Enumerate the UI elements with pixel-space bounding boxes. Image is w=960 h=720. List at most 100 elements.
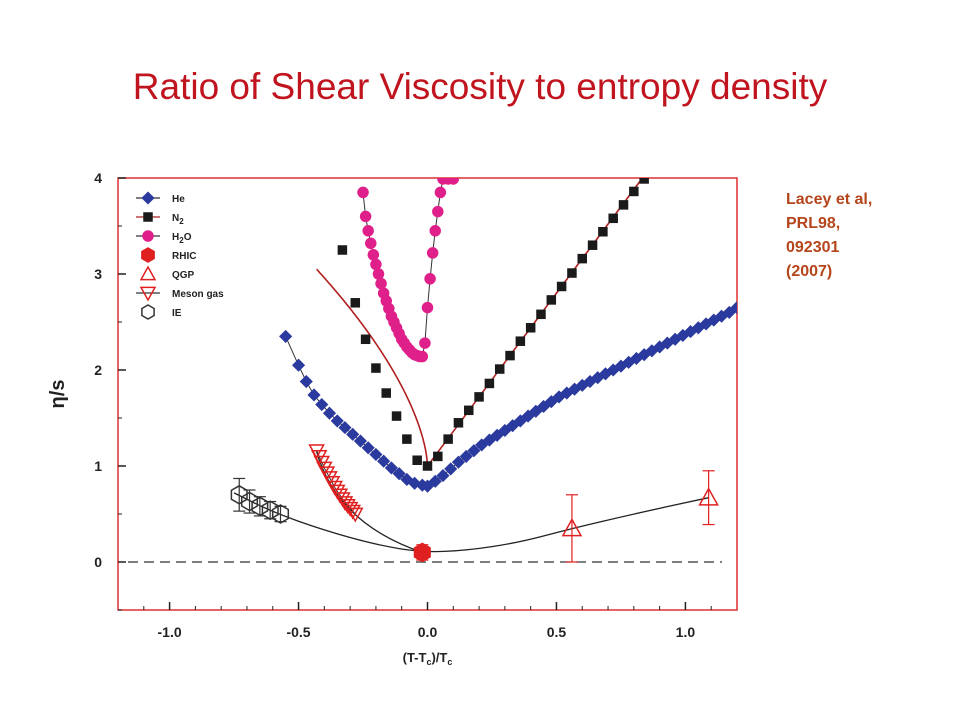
he-point [451, 455, 466, 469]
x-tick-label: 1.0 [676, 624, 696, 640]
n2-point [381, 388, 391, 398]
x-axis-label: (T-Tc)/Tc [403, 650, 453, 667]
n2-point [464, 405, 474, 416]
x-tick-label: 0.0 [418, 624, 438, 640]
he-point [392, 467, 406, 481]
n2-point [556, 281, 567, 292]
citation-note: Lacey et al, PRL98, 092301 (2007) [786, 188, 872, 284]
citation-line: (2007) [786, 263, 833, 280]
y-axis-label: η/s [47, 380, 69, 409]
n2-point [598, 227, 608, 237]
h-o-point [362, 225, 374, 237]
h-o-point [434, 186, 447, 199]
n2-point [567, 268, 577, 278]
he-point [322, 406, 337, 420]
y-tick-label: 3 [94, 266, 102, 282]
legend-label: N2 [172, 213, 184, 226]
n2-point [433, 451, 443, 462]
n2-point [577, 253, 587, 264]
n2-point [371, 363, 381, 373]
n2-point [443, 434, 453, 444]
h-o-point [424, 273, 436, 285]
he-point [730, 301, 737, 315]
he-point [346, 427, 360, 441]
he-point [529, 404, 543, 418]
n2-point [337, 245, 348, 255]
n2-point [629, 186, 639, 197]
h-o-point [367, 249, 380, 261]
n2-point [391, 411, 402, 421]
he-point [521, 409, 535, 423]
he-point [315, 397, 329, 412]
y-tick-label: 2 [94, 362, 102, 378]
rhic-point [413, 542, 431, 563]
legend-label: IE [172, 308, 182, 319]
h-o-point [359, 210, 372, 223]
n2-fit-curve [316, 268, 429, 467]
n2-point [484, 378, 495, 389]
n2-point [474, 392, 484, 402]
he-point [544, 395, 558, 409]
x-tick-label: 0.5 [547, 624, 567, 640]
he-point [291, 358, 306, 372]
legend-marker [139, 265, 157, 281]
n2-point [412, 455, 422, 465]
legend-label: RHIC [172, 251, 196, 262]
he-point [436, 469, 450, 483]
he-point [369, 447, 383, 462]
he-point [459, 449, 473, 463]
n2-point [618, 200, 629, 210]
he-point [467, 444, 481, 458]
he-point [482, 433, 496, 447]
h-o-point [365, 237, 377, 250]
n2-point [350, 298, 361, 308]
n2-point [360, 334, 371, 345]
n2-point [546, 295, 557, 305]
ie-point [271, 504, 290, 524]
he-point [444, 462, 458, 476]
citation-line: 092301 [786, 239, 840, 256]
legend-marker [141, 247, 155, 263]
he-fit-curve [285, 307, 737, 487]
y-tick-label: 0 [94, 554, 102, 570]
h-o-point [426, 247, 439, 259]
he-point [307, 388, 321, 402]
h-o-point [357, 186, 369, 199]
he-point [513, 414, 527, 428]
n2-point [525, 323, 536, 333]
h-o-point [375, 277, 387, 290]
n2-point [422, 461, 433, 471]
citation-line: PRL98, [786, 215, 841, 232]
h-o-point [370, 258, 382, 271]
n2-point [536, 309, 546, 320]
he-point [279, 329, 293, 343]
n2-point [453, 418, 464, 428]
qgp-point [561, 517, 583, 537]
h-o-point [432, 205, 444, 218]
he-point [299, 374, 313, 389]
citation-line: Lacey et al, [786, 191, 873, 208]
he-point [428, 474, 442, 488]
h-o-point [372, 268, 385, 280]
n2-point [494, 364, 505, 374]
legend-label: He [172, 194, 185, 205]
legend-marker [142, 230, 154, 242]
he-point [338, 421, 352, 435]
he-point [475, 438, 489, 452]
he-point [490, 428, 504, 442]
x-tick-label: -1.0 [158, 624, 182, 640]
qgp-point [698, 487, 719, 506]
he-point [722, 305, 736, 319]
he-point [537, 399, 551, 414]
n2-point [402, 434, 412, 444]
h-o-point [421, 301, 434, 314]
n2-point [505, 350, 515, 361]
legend-marker [143, 212, 153, 222]
legend-marker [141, 304, 155, 320]
he-point [361, 441, 375, 455]
h-o-point [419, 337, 431, 349]
h-o-point [447, 178, 460, 185]
theory-curve [233, 492, 709, 553]
y-tick-label: 4 [94, 170, 102, 186]
